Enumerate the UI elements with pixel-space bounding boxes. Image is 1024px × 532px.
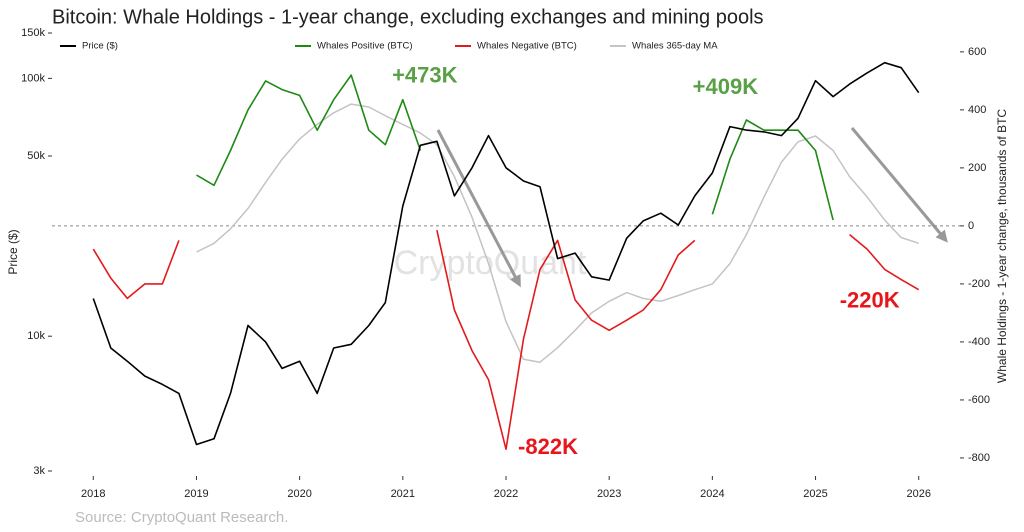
series-line bbox=[92, 61, 920, 446]
annotation: +409K bbox=[693, 74, 759, 99]
x-tick-label: 2019 bbox=[184, 488, 208, 500]
annotation: -822K bbox=[518, 434, 578, 459]
y-tick-label: 3k bbox=[33, 465, 45, 477]
x-tick-label: 2024 bbox=[700, 488, 724, 500]
x-tick-label: 2025 bbox=[803, 488, 827, 500]
x-tick-label: 2023 bbox=[597, 488, 621, 500]
x-tick-label: 2021 bbox=[391, 488, 415, 500]
series-line bbox=[92, 230, 920, 450]
y2-tick-label: -800 bbox=[968, 452, 990, 464]
y2-tick-label: -400 bbox=[968, 336, 990, 348]
watermark: CryptoQuant bbox=[394, 244, 587, 282]
annotation: +473K bbox=[392, 63, 458, 88]
y2-tick-label: 200 bbox=[968, 162, 986, 174]
x-tick-label: 2022 bbox=[494, 488, 518, 500]
x-tick-label: 2020 bbox=[287, 488, 311, 500]
trend-arrow bbox=[850, 127, 948, 243]
y2-tick-label: 400 bbox=[968, 104, 986, 116]
series-line bbox=[196, 74, 834, 221]
legend-label: Whales Positive (BTC) bbox=[317, 41, 413, 52]
y-tick-label: 50k bbox=[27, 150, 45, 162]
chart-title: Bitcoin: Whale Holdings - 1-year change,… bbox=[52, 6, 764, 28]
legend-label: Price ($) bbox=[82, 41, 118, 52]
legend-label: Whales Negative (BTC) bbox=[477, 41, 577, 52]
legend-label: Whales 365-day MA bbox=[632, 41, 718, 52]
y2-tick-label: 600 bbox=[968, 46, 986, 58]
trend-arrow bbox=[436, 129, 521, 288]
x-tick-label: 2026 bbox=[906, 488, 930, 500]
series-line bbox=[196, 103, 919, 363]
y-tick-label: 10k bbox=[27, 330, 45, 342]
y2-axis-label: Whale Holdings - 1-year change, thousand… bbox=[995, 109, 1009, 383]
x-tick-label: 2018 bbox=[81, 488, 105, 500]
y2-tick-label: -200 bbox=[968, 278, 990, 290]
source: Source: CryptoQuant Research. bbox=[75, 509, 288, 526]
y2-tick-label: 0 bbox=[968, 220, 974, 232]
y2-tick-label: -600 bbox=[968, 394, 990, 406]
annotation: -220K bbox=[840, 288, 900, 313]
y-axis-label: Price ($) bbox=[6, 229, 20, 274]
y-tick-label: 150k bbox=[21, 27, 45, 39]
y-tick-label: 100k bbox=[21, 72, 45, 84]
